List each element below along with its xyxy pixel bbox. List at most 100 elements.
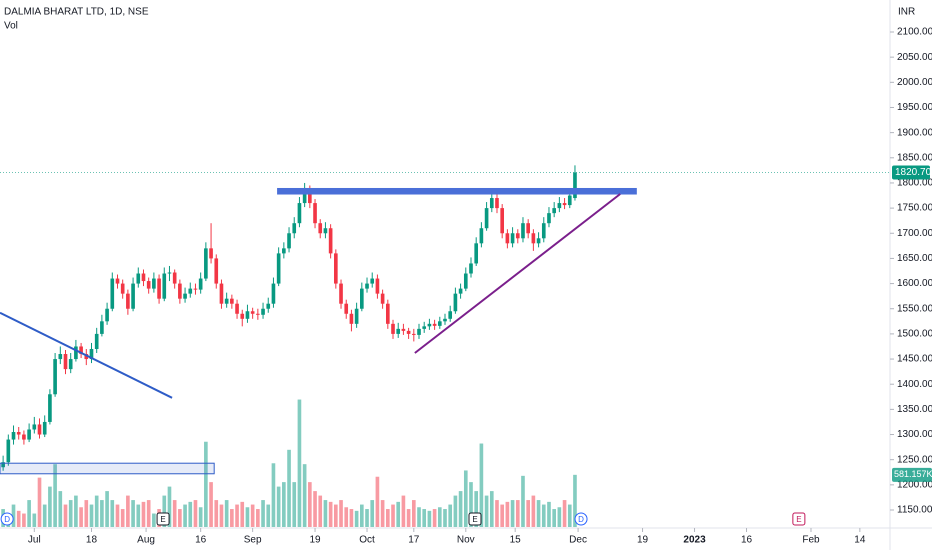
- candle-body: [443, 318, 447, 322]
- candle-body: [541, 223, 546, 239]
- volume-bar: [53, 464, 57, 527]
- candle-body: [256, 313, 260, 315]
- candle-body: [495, 198, 499, 209]
- volume-bar: [474, 491, 479, 527]
- event-label: D: [578, 515, 584, 524]
- volume-bar: [292, 482, 297, 527]
- candle-body: [567, 195, 572, 206]
- candle-body: [126, 293, 130, 309]
- candle-body: [204, 248, 208, 279]
- event-label: E: [160, 515, 165, 524]
- volume-bar: [146, 500, 151, 527]
- candle-body: [474, 243, 479, 264]
- candle-body: [230, 298, 234, 304]
- candle-body: [385, 303, 390, 324]
- volume-bar: [214, 500, 219, 527]
- candle-body: [422, 326, 427, 329]
- candle-body: [16, 432, 21, 435]
- candle-body: [68, 359, 73, 370]
- candle-body: [489, 198, 494, 209]
- candle-body: [120, 283, 125, 294]
- y-tick-label: 1200.00: [897, 479, 932, 490]
- candle-body: [313, 203, 317, 224]
- candle-body: [240, 313, 245, 319]
- volume-label: Vol: [4, 21, 18, 32]
- volume-bar: [110, 500, 115, 527]
- volume-bar: [328, 501, 333, 527]
- volume-bar: [287, 449, 291, 527]
- volume-bar: [521, 475, 525, 527]
- x-tick-label: Sep: [244, 535, 262, 546]
- volume-bar: [505, 501, 510, 527]
- y-tick-label: 1650.00: [897, 253, 932, 264]
- volume-bar: [188, 501, 193, 527]
- volume-bar: [365, 509, 369, 527]
- last-volume-badge: [892, 467, 932, 482]
- candle-body: [448, 311, 453, 319]
- volume-bar: [42, 504, 47, 527]
- candle-body: [406, 330, 411, 334]
- volume-bar: [437, 507, 442, 527]
- volume-bar: [302, 464, 307, 527]
- candle-body: [53, 359, 57, 395]
- candle-body: [391, 323, 395, 334]
- volume-bar: [250, 504, 255, 527]
- candle-body: [536, 238, 541, 244]
- candle-body: [188, 288, 193, 294]
- y-tick-label: 1900.00: [897, 127, 932, 138]
- volume-bar: [100, 500, 104, 527]
- candle-body: [219, 283, 224, 304]
- candle-body: [115, 278, 120, 284]
- x-tick-label: 14: [854, 535, 866, 546]
- candle-body: [141, 273, 146, 282]
- volume-bar: [37, 477, 42, 527]
- volume-bar: [230, 509, 234, 527]
- candle-body: [183, 293, 187, 299]
- volume-bar: [417, 507, 421, 527]
- volume-bar: [209, 482, 213, 527]
- volume-bar: [526, 500, 530, 527]
- currency-label: INR: [898, 7, 915, 18]
- y-tick-label: 2050.00: [897, 52, 932, 63]
- x-tick-label: Feb: [802, 535, 820, 546]
- candle-body: [271, 283, 276, 304]
- candle-body: [131, 283, 135, 309]
- volume-bar: [448, 504, 453, 527]
- event-label: E: [796, 515, 801, 524]
- candle-body: [427, 323, 432, 327]
- x-tick-label: 15: [510, 535, 522, 546]
- candle-body: [261, 308, 265, 315]
- volume-bar: [22, 513, 26, 527]
- volume-bar: [271, 463, 276, 527]
- candle-body: [48, 394, 52, 422]
- volume-bar: [495, 500, 499, 527]
- volume-bar: [573, 474, 577, 527]
- y-tick-label: 1600.00: [897, 278, 932, 289]
- candle-body: [209, 248, 213, 259]
- candle-body: [469, 263, 473, 274]
- candle-body: [318, 223, 323, 234]
- candle-body: [63, 354, 68, 370]
- x-tick-label: 19: [637, 535, 649, 546]
- volume-bar: [282, 482, 286, 527]
- candle-body: [287, 233, 291, 249]
- event-icon: [792, 512, 806, 526]
- volume-bar: [198, 507, 203, 527]
- volume-bar: [391, 504, 395, 527]
- event-icon: [0, 512, 14, 526]
- candle-body: [172, 272, 177, 284]
- candle-body: [152, 278, 156, 289]
- x-tick-label: Jul: [28, 535, 41, 546]
- volume-bar: [479, 443, 484, 527]
- volume-bar: [58, 491, 63, 527]
- volume-bar: [240, 501, 245, 527]
- candle-body: [360, 288, 364, 309]
- y-tick-label: 1950.00: [897, 102, 932, 113]
- volume-bar: [162, 495, 167, 527]
- candle-body: [37, 424, 42, 435]
- volume-bar: [422, 509, 427, 527]
- volume-bar: [204, 441, 208, 527]
- candle-body: [365, 283, 369, 289]
- candle-body: [344, 303, 349, 314]
- candle-body: [11, 432, 16, 440]
